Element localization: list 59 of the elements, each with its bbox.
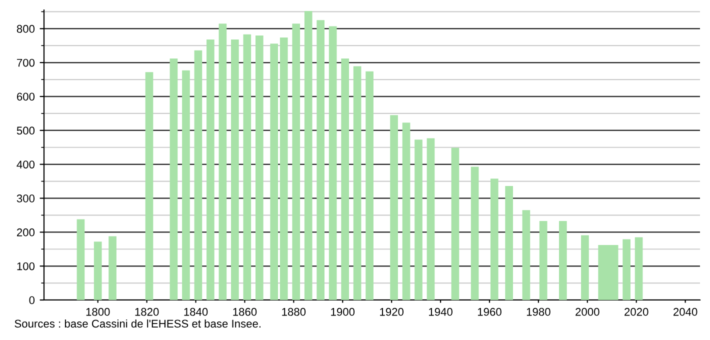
bar xyxy=(366,71,374,300)
x-tick-label: 1980 xyxy=(526,308,550,316)
y-tick-label: 100 xyxy=(17,262,35,270)
x-tick-label: 1800 xyxy=(86,308,110,316)
x-tick-label: 2040 xyxy=(674,308,698,316)
y-tick-label: 0 xyxy=(29,296,35,304)
bar xyxy=(470,166,479,300)
x-tick-label: 1960 xyxy=(478,308,502,316)
y-tick-label: 300 xyxy=(16,194,35,202)
y-tick-label: 200 xyxy=(16,228,35,236)
bar xyxy=(170,58,178,300)
y-tick-label: 800 xyxy=(16,24,35,33)
bar xyxy=(316,20,325,300)
bar xyxy=(194,50,202,300)
bar xyxy=(94,242,102,300)
bar xyxy=(182,70,190,300)
bar xyxy=(451,148,460,300)
x-tick-label: 1860 xyxy=(233,308,257,316)
x-tick-label: 2000 xyxy=(576,308,600,316)
bar xyxy=(581,235,589,300)
bar xyxy=(505,186,513,300)
y-tick-label: 600 xyxy=(17,92,35,101)
bar xyxy=(414,140,422,300)
bar xyxy=(231,40,239,300)
y-tick-label: 400 xyxy=(16,160,35,168)
bar xyxy=(304,11,312,300)
bar xyxy=(145,72,154,300)
x-tick-label: 1880 xyxy=(282,308,306,316)
bar xyxy=(270,44,278,300)
x-tick-label: 1820 xyxy=(135,308,159,316)
bar xyxy=(490,178,498,300)
bar xyxy=(402,122,410,300)
bar xyxy=(390,115,398,300)
bar xyxy=(328,26,337,300)
bar xyxy=(559,220,567,300)
bar xyxy=(522,210,530,300)
x-tick-label: 2020 xyxy=(624,308,648,316)
bar xyxy=(218,24,227,300)
bar xyxy=(243,34,252,300)
bar xyxy=(426,138,435,300)
x-tick-label: 1940 xyxy=(429,308,452,316)
y-tick-label: 700 xyxy=(17,58,35,67)
bar xyxy=(341,58,349,300)
bar xyxy=(598,245,606,300)
bar xyxy=(292,24,300,300)
x-tick-label: 1840 xyxy=(184,308,208,316)
bar xyxy=(108,236,116,300)
bar xyxy=(539,220,548,300)
x-tick-label: 1920 xyxy=(380,308,404,316)
source-note: Sources : base Cassini de l'EHESS et base Insee. xyxy=(14,319,260,328)
bar xyxy=(634,237,643,300)
bar xyxy=(622,239,630,300)
bar xyxy=(206,40,214,300)
y-tick-label: 500 xyxy=(16,126,35,135)
bar xyxy=(76,219,85,300)
bar xyxy=(255,35,264,300)
bar xyxy=(280,37,288,300)
x-tick-label: 1900 xyxy=(331,308,355,316)
bar xyxy=(353,66,362,300)
